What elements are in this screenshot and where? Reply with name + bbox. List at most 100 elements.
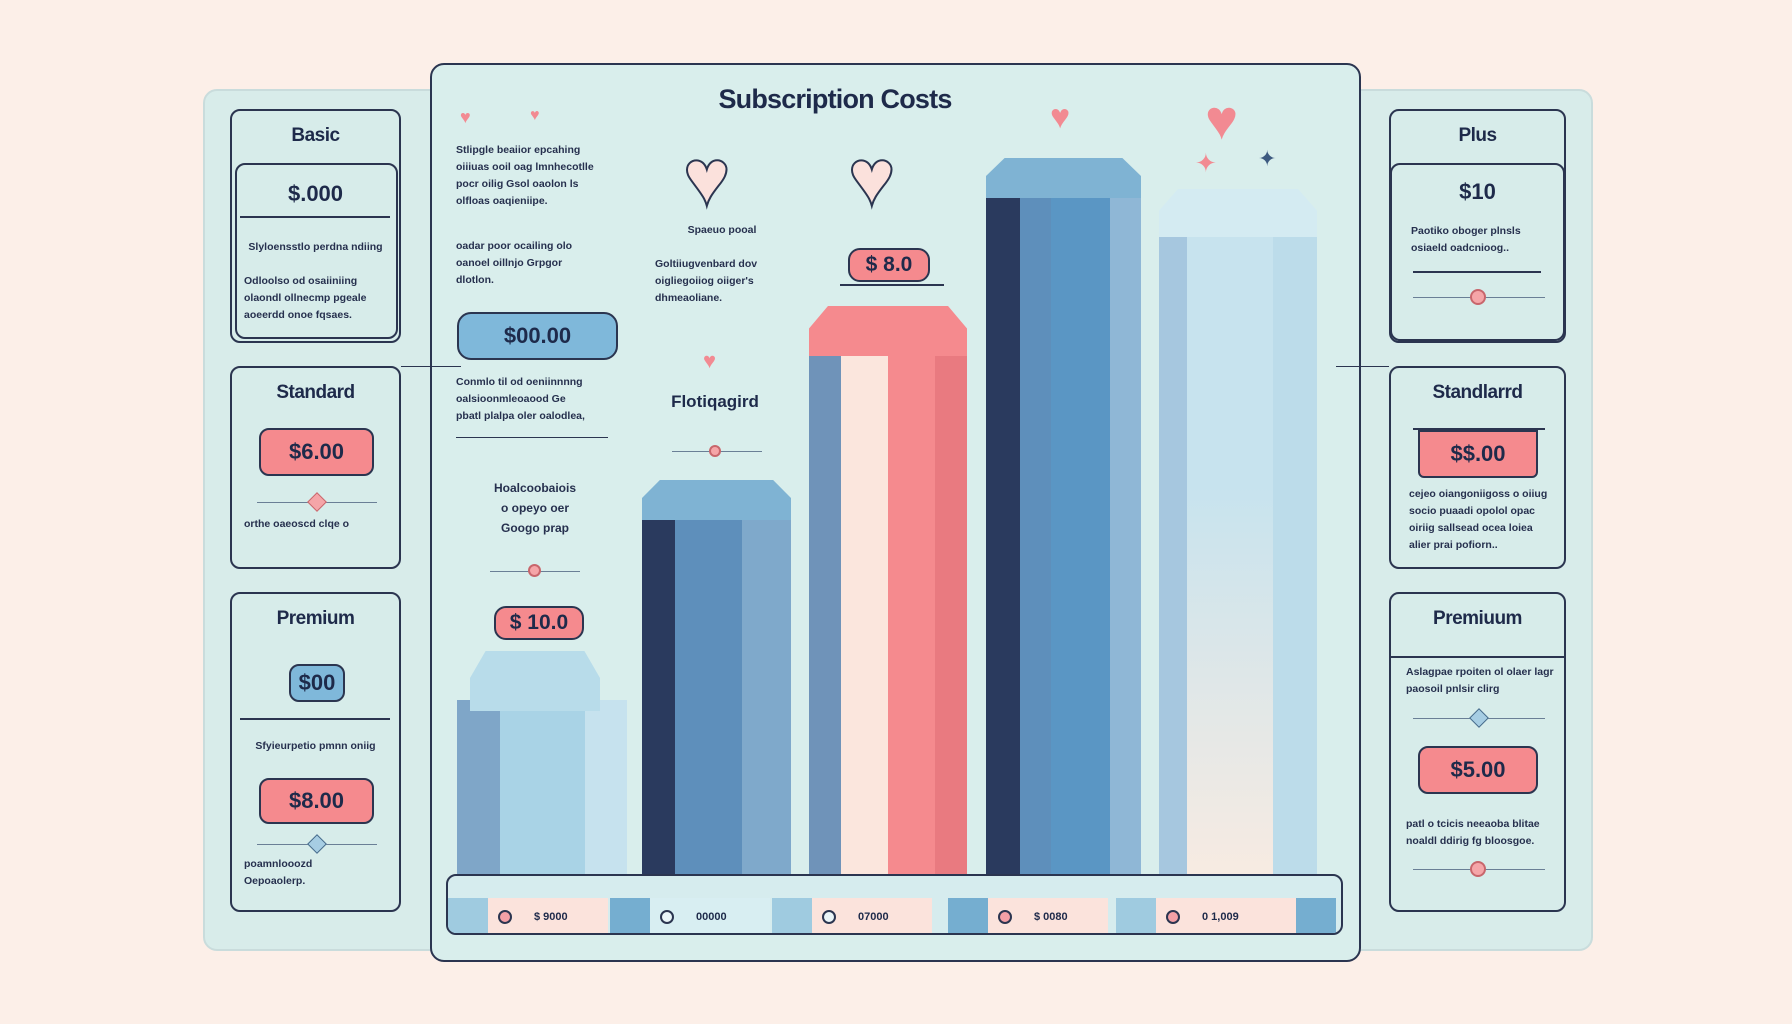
- legend-label: 0 1,009: [1202, 910, 1239, 923]
- card-bullets: poamnlooozd Oepoaolerp.: [244, 856, 312, 890]
- divider: [456, 437, 608, 438]
- card-desc: Sfyieurpetio pmnn oniig: [255, 740, 376, 752]
- card-basic[interactable]: Basic $.000 Slyloensstlo perdna ndiing O…: [230, 109, 401, 343]
- card-bullet: orthe oaeoscd clqe o: [244, 518, 350, 530]
- slider-handle[interactable]: [1470, 289, 1486, 305]
- price-pill[interactable]: $00.00: [457, 312, 618, 360]
- price-pill[interactable]: $6.00: [259, 428, 374, 476]
- bullet-list: Goltiiugvenbard dov oigliegoiiog oiiger'…: [655, 256, 757, 307]
- heart-caption: Spaeuo pooal: [687, 224, 757, 236]
- legend-label: 07000: [858, 910, 889, 923]
- legend-item[interactable]: 0 1,009: [1116, 898, 1336, 933]
- bullet: aoeerdd onoe fqsaes.: [244, 309, 352, 321]
- bullet: dlotlon.: [456, 274, 494, 286]
- bar-5: [1159, 230, 1317, 874]
- sparkle-icon: ✦: [1195, 148, 1217, 178]
- price-pill[interactable]: $00: [289, 664, 345, 702]
- mid-label: Flotiqagird: [671, 392, 759, 411]
- bar-5-cap: [1159, 189, 1317, 237]
- card-desc: Aslagpae rpoiten ol olaer lagr paosoil p…: [1406, 666, 1554, 695]
- card-title: Premium: [276, 608, 355, 629]
- price-pill[interactable]: $5.00: [1418, 746, 1538, 794]
- card-title: Plus: [1458, 125, 1497, 146]
- slider-handle[interactable]: [307, 834, 327, 854]
- bullet: poamnlooozd: [244, 858, 313, 870]
- heart-icon: ♥: [530, 107, 540, 124]
- heart-badge-icon: ♥: [682, 133, 731, 222]
- bullet: pocr oilig Gsol oaolon ls: [456, 178, 579, 190]
- bar-3-cap: [809, 306, 967, 356]
- divider: [840, 284, 944, 286]
- legend-label: 00000: [696, 910, 727, 923]
- bullet: Goltiiugvenbard dov: [655, 258, 758, 270]
- bullet: olaondl ollnecmp pgeale: [244, 292, 367, 304]
- bar-2-cap: [642, 480, 791, 520]
- card-price: $10: [1459, 179, 1496, 204]
- bullet: oigliegoiiog oiiger's: [655, 275, 754, 287]
- slider-handle[interactable]: [709, 445, 721, 457]
- marker-icon: [998, 909, 1012, 924]
- price-pill[interactable]: $8.00: [259, 778, 374, 824]
- bullet: dhmeaoliane.: [655, 292, 723, 304]
- price-tag-right: $ 8.0: [848, 248, 930, 282]
- caption-line: Googo prap: [501, 521, 569, 535]
- legend-label: $ 0080: [1034, 910, 1068, 923]
- card-plus[interactable]: Plus $10 Paotiko oboger plnsls osiaeld o…: [1389, 109, 1566, 343]
- bullet: Conmlo til od oeniinnnng: [456, 376, 583, 388]
- bullet: Odloolso od osaiiniing: [244, 275, 358, 287]
- card-premium-right[interactable]: Premiuum Aslagpae rpoiten ol olaer lagr …: [1389, 592, 1566, 912]
- caption-line: Hoalcoobaiois: [493, 481, 576, 495]
- caption: Hoalcoobaiois o opeyo oer Googo prap: [460, 478, 610, 538]
- bullet-list: Stlipgle beaiior epcahing oiiiuas ooil o…: [456, 142, 594, 210]
- heart-icon: ♥: [1050, 98, 1071, 136]
- bullet: Stlipgle beaiior epcahing: [456, 144, 581, 156]
- sparkle-icon: ✦: [1258, 146, 1277, 171]
- heart-icon: ♥: [460, 107, 471, 127]
- page-title: Subscription Costs: [718, 84, 952, 114]
- bullet: pbatl plalpa oler oalodlea,: [456, 410, 585, 422]
- legend-item[interactable]: 07000: [772, 898, 932, 933]
- slider-handle[interactable]: [528, 564, 541, 577]
- price-tag-left: $ 10.0: [494, 606, 584, 640]
- bullet: olfloas oaqieniipe.: [456, 195, 548, 207]
- bar-4-cap: [986, 158, 1141, 198]
- card-desc: cejeo oiangoniigoss o oiiug socio puaadi…: [1409, 488, 1548, 551]
- card-title: Premiuum: [1433, 608, 1522, 629]
- card-standard-right[interactable]: Standlarrd $$.00 cejeo oiangoniigoss o o…: [1389, 366, 1566, 569]
- legend-strip: $ 9000 00000 07000 $ 0080 0 1,009: [446, 874, 1343, 935]
- bar-4: [986, 190, 1141, 874]
- slider-handle[interactable]: [307, 492, 327, 512]
- bullet-list: Conmlo til od oeniinnnng oalsioonmleoaoo…: [456, 374, 585, 425]
- card-title: Standard: [276, 382, 355, 403]
- slider-handle[interactable]: [1469, 708, 1489, 728]
- card-title: Standlarrd: [1432, 382, 1523, 403]
- price-pill[interactable]: $$.00: [1418, 430, 1538, 478]
- legend-item[interactable]: $ 0080: [948, 898, 1108, 933]
- price-box: [1390, 163, 1565, 341]
- bullet: oiiiuas ooil oag lmnhecotlle: [456, 161, 594, 173]
- divider: [1413, 428, 1545, 430]
- legend-item[interactable]: $ 9000: [448, 898, 608, 933]
- bar-1: [457, 700, 627, 874]
- marker-icon: [1166, 909, 1180, 924]
- bullet: Oepoaolerp.: [244, 875, 306, 887]
- price-box: [235, 163, 398, 339]
- slider-handle[interactable]: [1470, 861, 1486, 877]
- bar-3: [809, 350, 967, 874]
- bullet: oalsioonmleoaood Ge: [456, 393, 566, 405]
- bar-2: [642, 510, 791, 874]
- marker-icon: [660, 909, 674, 924]
- card-desc: Slyloensstlo perdna ndiing: [248, 241, 383, 253]
- card-bullets: Odloolso od osaiiniing olaondl ollnecmp …: [244, 273, 367, 324]
- divider: [1413, 271, 1541, 273]
- bullet: oadar poor ocailing olo: [456, 240, 573, 252]
- card-price: $.000: [287, 181, 344, 206]
- card-standard[interactable]: Standard $6.00 orthe oaeoscd clqe o: [230, 366, 401, 569]
- card-desc: Paotiko oboger plnsls osiaeld oadcnioog.…: [1411, 225, 1521, 254]
- divider: [240, 216, 390, 218]
- connector-line: [401, 366, 461, 367]
- bullet: oanoel oillnjo Grpgor: [456, 257, 563, 269]
- legend-item[interactable]: 00000: [610, 898, 770, 933]
- card-premium[interactable]: Premium $00 Sfyieurpetio pmnn oniig $8.0…: [230, 592, 401, 912]
- heart-icon: ♥: [1205, 88, 1239, 151]
